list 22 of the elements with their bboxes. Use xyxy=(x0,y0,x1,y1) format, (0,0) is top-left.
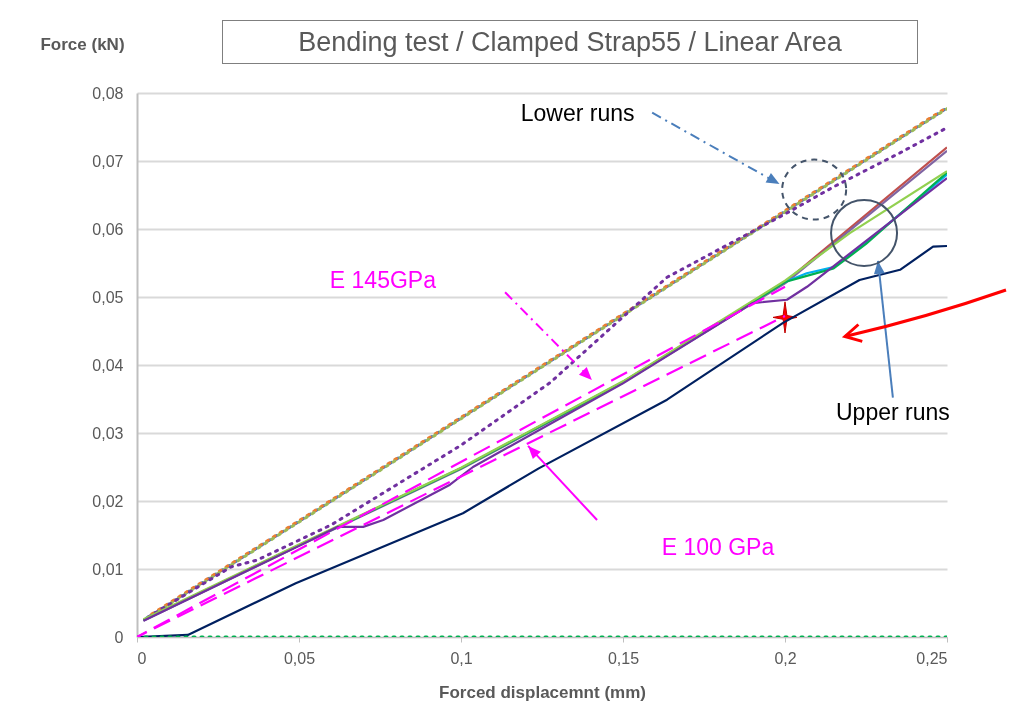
x-tick-label: 0,2 xyxy=(774,649,797,667)
x-tick-label: 0,25 xyxy=(916,649,948,667)
y-tick-label: 0,02 xyxy=(92,492,124,510)
y-tick-label: 0,06 xyxy=(92,220,124,238)
y-tick-label: 0,08 xyxy=(92,84,124,102)
x-tick-label: 0,1 xyxy=(450,649,473,667)
y-tick-label: 0,03 xyxy=(92,424,124,442)
chart-title: Bending test / Clamped Strap55 / Linear Area xyxy=(222,20,918,64)
y-axis-title: Force (kN) xyxy=(40,34,125,54)
y-tick-label: 0,04 xyxy=(92,356,124,374)
y-tick-label: 0 xyxy=(114,628,124,646)
annotation: E 145GPa xyxy=(329,267,437,293)
x-axis-title: Forced displacemnt (mm) xyxy=(439,682,646,702)
annotation: E 100 GPa xyxy=(661,534,775,561)
x-tick-label: 0 xyxy=(137,649,147,667)
annotation: Lower runs xyxy=(520,99,635,126)
x-tick-label: 0,15 xyxy=(607,649,640,667)
y-tick-label: 0,05 xyxy=(92,288,124,306)
x-tick-label: 0,05 xyxy=(283,649,316,667)
y-tick-label: 0,07 xyxy=(92,152,124,170)
y-tick-label: 0,01 xyxy=(92,560,124,578)
annotation: Upper runs xyxy=(836,398,950,425)
